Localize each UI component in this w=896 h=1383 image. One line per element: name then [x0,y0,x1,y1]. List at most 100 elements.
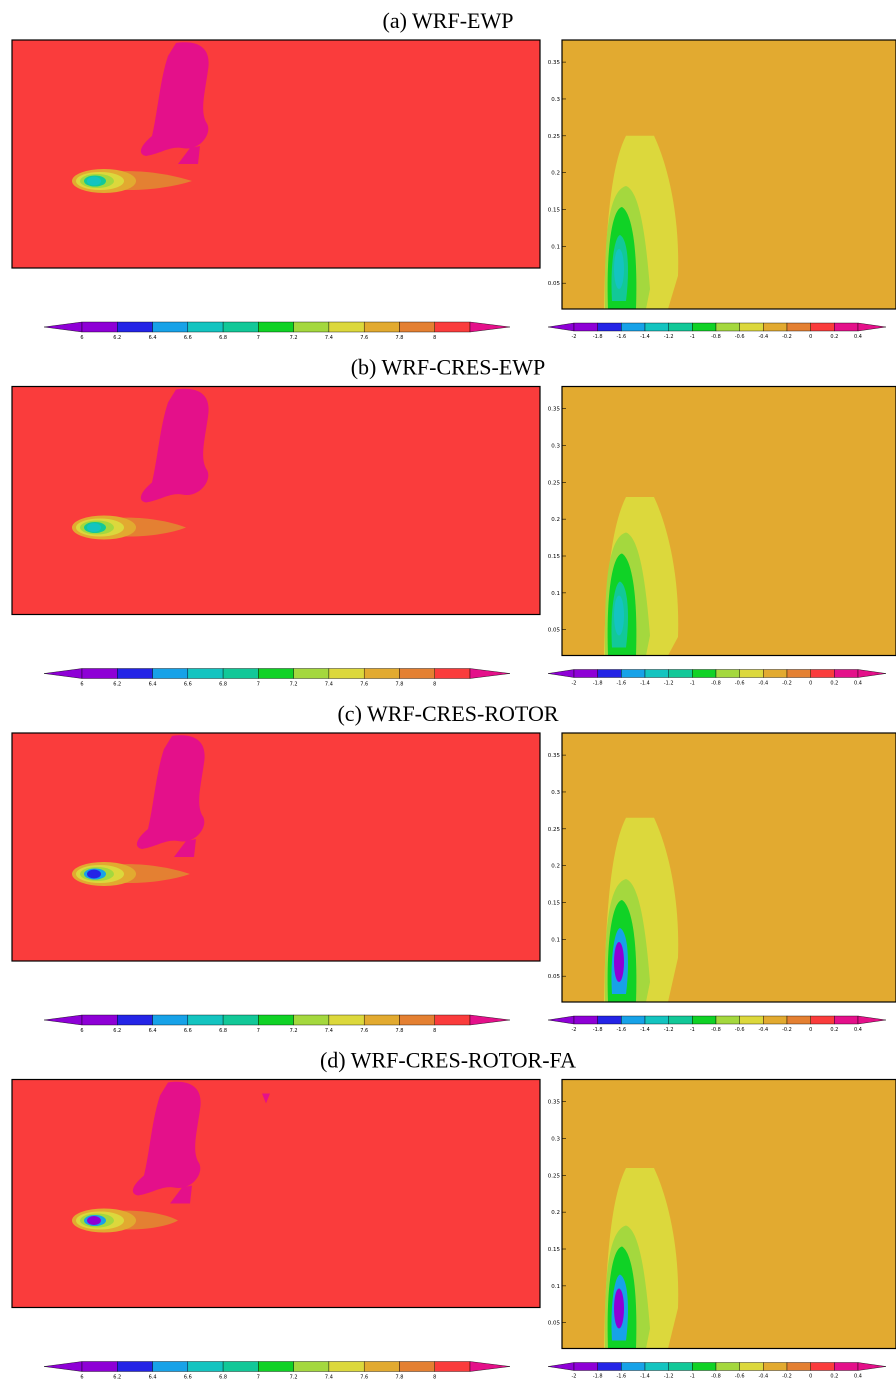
cb-right-tick: 0.4 [854,681,862,687]
cb-left-tick: 6.4 [149,682,157,688]
cb-right-tick: -1.4 [640,681,650,687]
cb-left-band [187,668,224,679]
cb-right-band [715,1362,740,1371]
cb-left-tick: 7.2 [290,335,298,341]
cb-right-tick: -1.8 [593,681,603,687]
cb-right-tick: -1.4 [640,334,650,340]
cb-right-tick: 0 [809,1027,812,1033]
cb-right-extend-low [547,1015,575,1025]
cb-left-band [434,1361,471,1372]
cb-left-tick: 6.4 [149,1375,157,1381]
colorbar-right: -2 -1.8 -1.6 -1.4 -1.2 -1 -0.8 -0.6 -0.4 -0.2 0 0.2… [547,669,887,687]
magenta-plume [132,1081,201,1196]
cb-left-tick: 7 [257,335,260,341]
cb-left-band [399,1014,435,1026]
cb-right-band [597,669,622,678]
cb-right-tick: -1.8 [593,1027,603,1033]
cb-right-tick: 0.4 [854,334,862,340]
cb-right-band [810,1362,835,1371]
wake-core [87,176,101,186]
cb-left-band [152,1014,189,1026]
cb-left-tick: 7.2 [290,1375,298,1381]
cb-right-band [715,669,740,678]
colorbar-left: 6 6.2 6.4 6.6 6.8 7 7.2 7.4 7.6 7.8 8 [43,1361,511,1381]
cb-left-tick: 6.8 [219,1375,227,1381]
cb-right-band [763,669,788,678]
wake-core [87,523,101,532]
cb-right-band [715,322,740,332]
cb-right-band [739,1362,764,1371]
wake-core [87,869,101,879]
cb-right-tick: -1 [690,1374,695,1380]
cb-left-band [363,668,400,679]
left-map-background [12,733,540,961]
cb-left-tick: 6.8 [219,335,227,341]
cb-right-extend-high [857,669,887,678]
left-map-background [12,1079,540,1308]
y-tick-label: 0.15 [548,901,561,907]
y-tick-label: 0.15 [548,208,561,214]
cb-left-band [363,321,400,333]
cb-right-band [668,1362,693,1371]
cb-right-extend-low [547,669,575,678]
right-frame [561,1078,896,1350]
cb-right-band [621,669,646,678]
cb-left-band [222,668,259,679]
cb-right-band [715,1015,740,1025]
cb-right-band [810,322,835,332]
panel-title: (d) WRF-CRES-ROTOR-FA [320,1048,576,1073]
cb-right-tick: 0 [809,1374,812,1380]
cb-left-band [293,668,330,679]
cb-right-extend-high [857,1015,887,1025]
cb-left-band [328,668,365,679]
cb-right-extend-low [547,1362,575,1371]
cb-left-tick: 7.2 [290,682,298,688]
cb-left-band [328,1361,365,1372]
cb-left-tick: 8 [433,1028,436,1034]
cb-left-band [222,1361,259,1372]
cb-left-tick: 6 [80,1375,83,1381]
cb-left-tick: 7.4 [325,682,333,688]
cb-left-tick: 6.2 [113,335,121,341]
cb-left-band [434,321,471,333]
cb-right-band [692,669,717,678]
cb-left-extend-low [43,1361,83,1372]
colorbar-right: -2 -1.8 -1.6 -1.4 -1.2 -1 -0.8 -0.6 -0.4 -0.2 0 0.2… [547,1362,887,1380]
cb-right-tick: -1.2 [664,1027,674,1033]
cb-left-tick: 7.8 [395,1375,403,1381]
y-tick-label: 0.05 [548,974,561,980]
cb-left-tick: 7.6 [360,682,368,688]
cb-right-band [668,669,693,678]
cb-right-band [692,1362,717,1371]
cb-left-extend-high [469,321,511,333]
cb-right-tick: -2 [572,681,577,687]
cb-left-band [152,321,189,333]
cb-right-band [692,1015,717,1025]
cb-right-band [597,322,622,332]
cb-right-band [621,1015,646,1025]
cb-right-band [763,322,788,332]
cb-right-band [573,1015,598,1025]
cb-left-tick: 7.4 [325,335,333,341]
magenta-plume [140,388,209,503]
cb-left-band [293,1014,330,1026]
panel-2: (b) WRF-CRES-EWP 0.35 0.3 0.25 0.2 0.15 0.1 0.0… [11,355,896,688]
cb-left-band [399,321,435,333]
cb-right-tick: -0.8 [711,681,721,687]
cb-left-band [399,1361,435,1372]
cb-right-band [834,1015,859,1025]
cb-left-band [117,668,153,679]
right-frame [561,385,896,657]
y-tick-label: 0.15 [548,554,561,560]
cb-right-tick: -0.6 [735,681,745,687]
cb-right-tick: -0.6 [735,334,745,340]
cb-left-band [293,321,330,333]
cb-right-band [692,322,717,332]
y-tick-label: 0.3 [551,97,560,103]
cb-right-tick: -1.2 [664,1374,674,1380]
right-profile: 0.35 0.3 0.25 0.2 0.15 0.1 0.05 [548,39,896,310]
cb-right-band [834,322,859,332]
y-tick-label: 0.2 [551,864,560,870]
colorbar-left: 6 6.2 6.4 6.6 6.8 7 7.2 7.4 7.6 7.8 8 [43,668,511,688]
cb-right-tick: -1.8 [593,334,603,340]
